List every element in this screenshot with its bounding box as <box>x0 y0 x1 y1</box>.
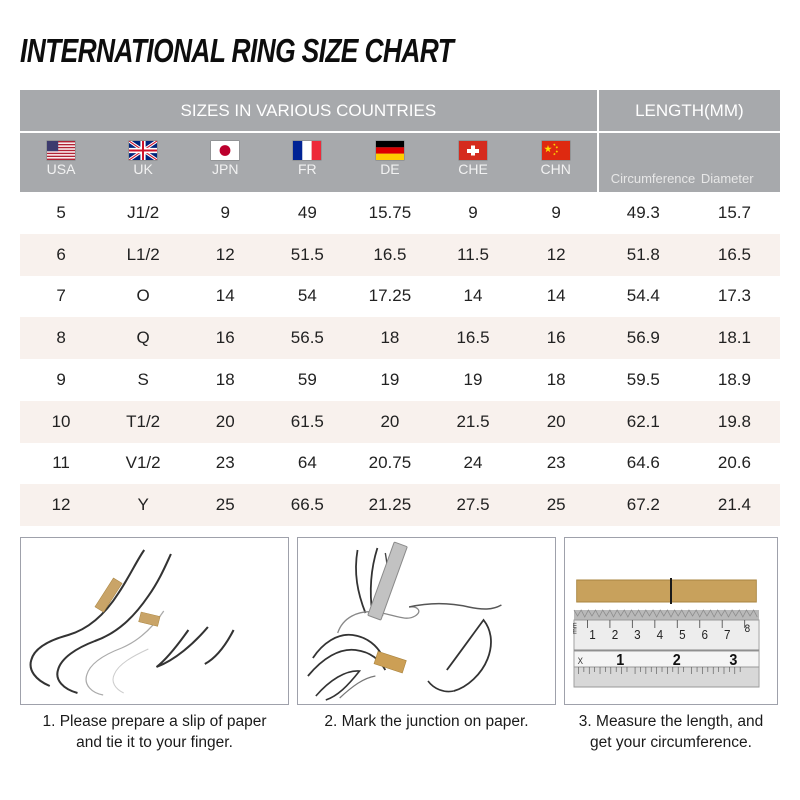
svg-text:1: 1 <box>589 627 596 642</box>
svg-text:5: 5 <box>679 627 686 642</box>
svg-text:3: 3 <box>634 627 641 642</box>
svg-text:7: 7 <box>724 627 731 642</box>
svg-text:X: X <box>578 656 584 667</box>
svg-text:4: 4 <box>657 627 664 642</box>
svg-text:8: 8 <box>745 624 751 636</box>
svg-text:6: 6 <box>702 627 709 642</box>
svg-text:2: 2 <box>612 627 619 642</box>
svg-text:mm: mm <box>572 622 579 634</box>
